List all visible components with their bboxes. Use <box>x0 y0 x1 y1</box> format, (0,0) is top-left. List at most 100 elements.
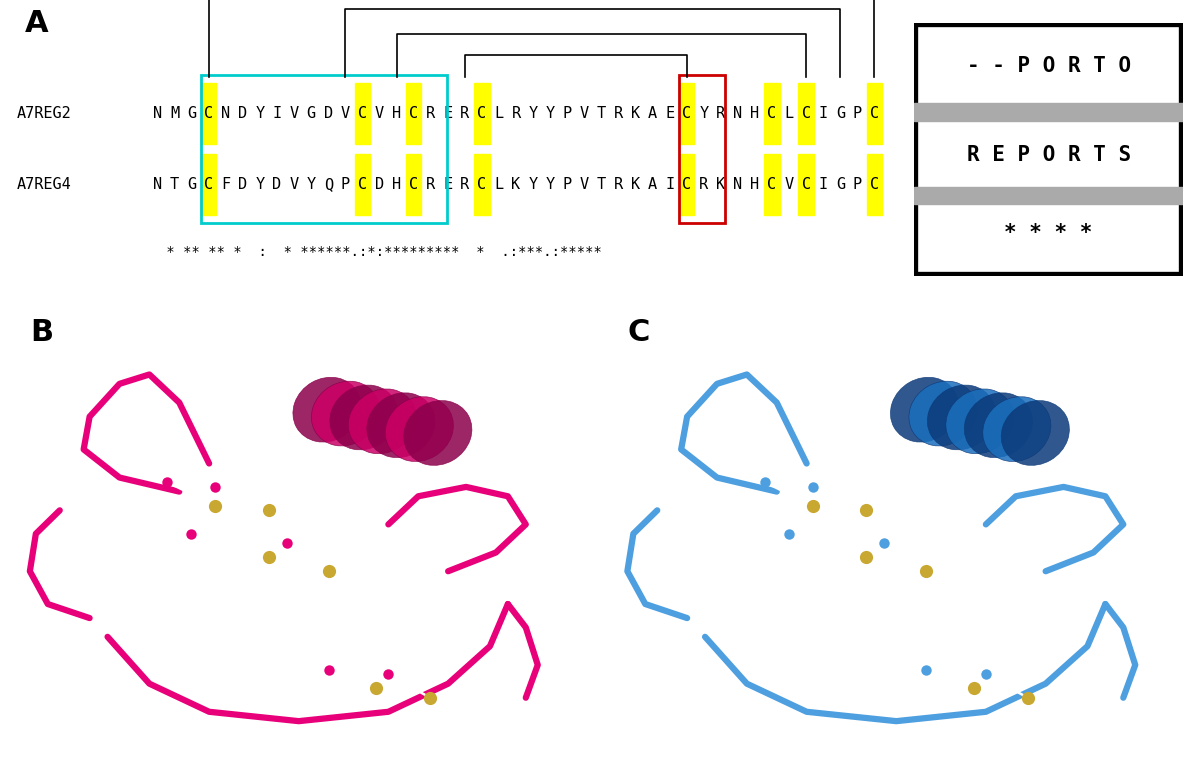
Bar <box>914 187 1183 204</box>
Text: L: L <box>785 106 793 121</box>
Text: F: F <box>221 177 231 192</box>
Bar <box>201 83 216 144</box>
Text: K: K <box>631 177 641 192</box>
Text: V: V <box>580 106 589 121</box>
Bar <box>679 83 694 144</box>
Text: L: L <box>495 106 503 121</box>
Bar <box>406 83 422 144</box>
Ellipse shape <box>404 401 472 465</box>
Text: R: R <box>614 177 623 192</box>
Text: G: G <box>188 106 196 121</box>
Text: E: E <box>443 177 452 192</box>
Text: P: P <box>563 177 571 192</box>
Ellipse shape <box>293 377 361 442</box>
Text: I: I <box>819 106 828 121</box>
Text: C: C <box>477 106 486 121</box>
Text: R: R <box>614 106 623 121</box>
Text: G: G <box>835 106 845 121</box>
Text: I: I <box>272 106 282 121</box>
Text: C: C <box>409 177 418 192</box>
Text: C: C <box>767 106 777 121</box>
Text: H: H <box>750 177 760 192</box>
Ellipse shape <box>927 385 995 450</box>
Text: C: C <box>870 106 880 121</box>
Text: C: C <box>682 177 691 192</box>
Text: Y: Y <box>699 106 709 121</box>
Bar <box>765 154 779 215</box>
Ellipse shape <box>312 381 380 446</box>
Text: G: G <box>835 177 845 192</box>
Bar <box>914 103 1183 121</box>
Text: K: K <box>511 177 521 192</box>
Text: R: R <box>511 106 521 121</box>
Text: Y: Y <box>528 177 538 192</box>
Bar <box>798 154 814 215</box>
Text: G: G <box>188 177 196 192</box>
Text: A7REG4: A7REG4 <box>17 177 72 192</box>
Ellipse shape <box>964 392 1032 458</box>
Text: Y: Y <box>256 106 264 121</box>
Text: L: L <box>495 177 503 192</box>
Text: N: N <box>153 106 163 121</box>
Text: V: V <box>341 106 350 121</box>
Bar <box>798 83 814 144</box>
Bar <box>679 75 725 223</box>
Text: H: H <box>392 106 402 121</box>
Ellipse shape <box>348 389 417 454</box>
Bar <box>679 154 694 215</box>
Text: V: V <box>375 106 384 121</box>
Text: R: R <box>427 177 435 192</box>
Text: E: E <box>666 106 674 121</box>
Text: T: T <box>596 106 606 121</box>
Text: V: V <box>289 177 299 192</box>
Text: N: N <box>734 177 742 192</box>
Text: H: H <box>392 177 402 192</box>
Text: C: C <box>802 106 810 121</box>
Text: R E P O R T S: R E P O R T S <box>967 145 1130 165</box>
Text: R: R <box>716 106 725 121</box>
Bar <box>406 154 422 215</box>
Ellipse shape <box>367 392 435 458</box>
Text: V: V <box>289 106 299 121</box>
Text: T: T <box>596 177 606 192</box>
Bar <box>474 83 490 144</box>
Text: C: C <box>767 177 777 192</box>
Text: T: T <box>170 177 179 192</box>
Ellipse shape <box>982 397 1050 462</box>
Text: H: H <box>750 106 760 121</box>
Text: A: A <box>648 106 657 121</box>
Text: K: K <box>631 106 641 121</box>
Text: D: D <box>272 177 282 192</box>
Text: I: I <box>666 177 674 192</box>
Text: C: C <box>204 177 214 192</box>
Text: A: A <box>648 177 657 192</box>
Text: D: D <box>375 177 384 192</box>
Bar <box>765 83 779 144</box>
Text: P: P <box>853 177 862 192</box>
Text: G: G <box>307 106 315 121</box>
Text: P: P <box>853 106 862 121</box>
Text: N: N <box>221 106 231 121</box>
Text: C: C <box>627 318 650 347</box>
Text: Q: Q <box>324 177 332 192</box>
Text: P: P <box>563 106 571 121</box>
Text: V: V <box>580 177 589 192</box>
Text: A: A <box>25 9 49 38</box>
Text: I: I <box>819 177 828 192</box>
Text: * ** ** *  :  * ******.:*:*********  *  .:***.:*****: * ** ** * : * ******.:*:********* * .:**… <box>158 245 601 259</box>
Bar <box>201 75 447 223</box>
Ellipse shape <box>909 381 978 446</box>
Text: R: R <box>460 106 470 121</box>
Text: D: D <box>238 177 247 192</box>
Text: C: C <box>870 177 880 192</box>
Text: V: V <box>785 177 793 192</box>
Text: Y: Y <box>307 177 315 192</box>
Ellipse shape <box>330 385 398 450</box>
Text: P: P <box>341 177 350 192</box>
Bar <box>866 154 882 215</box>
Text: K: K <box>716 177 725 192</box>
Text: - - P O R T O: - - P O R T O <box>967 56 1130 76</box>
Text: B: B <box>30 318 53 347</box>
Ellipse shape <box>890 377 958 442</box>
Text: Y: Y <box>256 177 264 192</box>
